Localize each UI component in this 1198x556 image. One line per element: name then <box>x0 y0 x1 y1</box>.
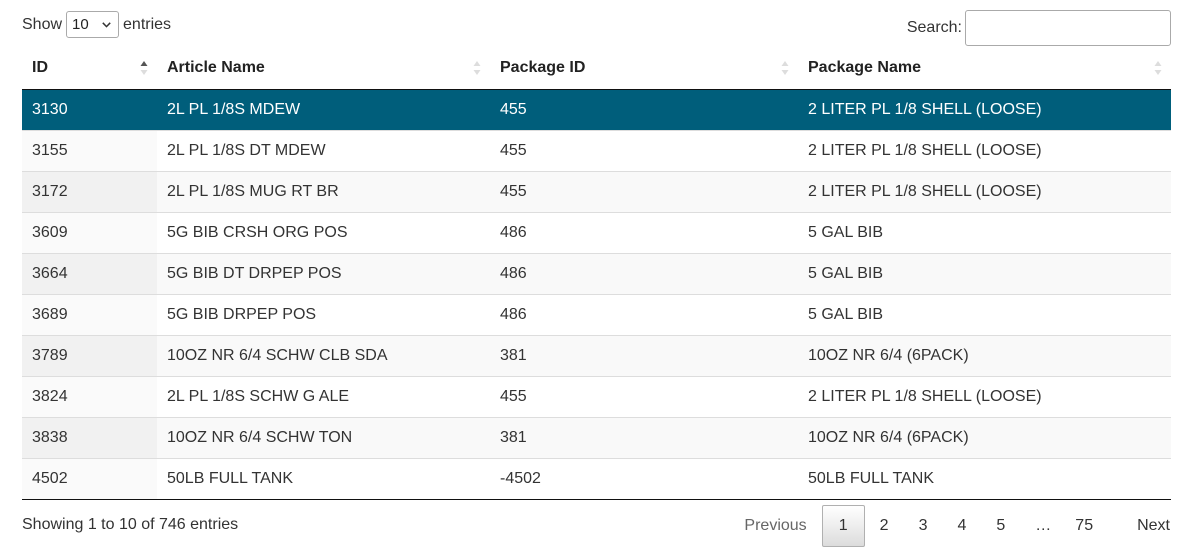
cell-article-name: 10OZ NR 6/4 SCHW TON <box>157 416 490 458</box>
column-header-label: Package ID <box>500 58 586 76</box>
pagination-page-last[interactable]: 75 <box>1075 517 1094 534</box>
column-header-label: Article Name <box>167 58 265 76</box>
cell-package-id: -4502 <box>490 457 798 500</box>
cell-id: 3609 <box>22 211 157 253</box>
cell-package-name: 5 GAL BIB <box>798 211 1171 253</box>
cell-package-name: 10OZ NR 6/4 (6PACK) <box>798 416 1171 458</box>
column-header-package-id[interactable]: Package ID <box>490 47 798 90</box>
cell-package-id: 381 <box>490 416 798 458</box>
chevron-down-icon <box>102 21 111 28</box>
cell-package-name: 2 LITER PL 1/8 SHELL (LOOSE) <box>798 170 1171 212</box>
column-header-label: ID <box>32 58 48 76</box>
cell-package-id: 455 <box>490 89 798 130</box>
pagination-page-4[interactable]: 4 <box>957 517 967 534</box>
pagination: Previous 1 2 3 4 5 … 75 Next <box>729 505 1171 547</box>
pagination-previous-button[interactable]: Previous <box>744 517 807 534</box>
column-header-label: Package Name <box>808 58 921 76</box>
cell-package-id: 455 <box>490 170 798 212</box>
table-row[interactable]: 3689 5G BIB DRPEP POS 486 5 GAL BIB <box>22 293 1171 335</box>
pagination-next-button[interactable]: Next <box>1137 517 1170 534</box>
pagination-ellipsis: … <box>1035 517 1052 534</box>
table-row[interactable]: 3172 2L PL 1/8S MUG RT BR 455 2 LITER PL… <box>22 170 1171 212</box>
table-row[interactable]: 4502 50LB FULL TANK -4502 50LB FULL TANK <box>22 457 1171 500</box>
search-control: Search: <box>907 10 1171 46</box>
show-label: Show <box>22 15 63 33</box>
articles-table: ID Article Name Package ID <box>22 47 1171 500</box>
cell-package-name: 2 LITER PL 1/8 SHELL (LOOSE) <box>798 375 1171 417</box>
pagination-page-2[interactable]: 2 <box>879 517 889 534</box>
table-row[interactable]: 3130 2L PL 1/8S MDEW 455 2 LITER PL 1/8 … <box>22 89 1171 130</box>
cell-package-id: 486 <box>490 252 798 294</box>
cell-id: 4502 <box>22 457 157 500</box>
cell-package-id: 455 <box>490 375 798 417</box>
sort-asc-icon <box>140 61 148 75</box>
cell-article-name: 2L PL 1/8S SCHW G ALE <box>157 375 490 417</box>
cell-package-name: 2 LITER PL 1/8 SHELL (LOOSE) <box>798 129 1171 171</box>
entries-select[interactable]: 10 <box>66 11 120 38</box>
column-header-package-name[interactable]: Package Name <box>798 47 1171 90</box>
table-row[interactable]: 3824 2L PL 1/8S SCHW G ALE 455 2 LITER P… <box>22 375 1171 417</box>
cell-id: 3172 <box>22 170 157 212</box>
cell-package-id: 486 <box>490 211 798 253</box>
cell-id: 3789 <box>22 334 157 376</box>
cell-package-name: 10OZ NR 6/4 (6PACK) <box>798 334 1171 376</box>
pagination-page-1[interactable]: 1 <box>821 505 865 547</box>
pagination-page-3[interactable]: 3 <box>918 517 928 534</box>
cell-package-id: 486 <box>490 293 798 335</box>
cell-article-name: 5G BIB CRSH ORG POS <box>157 211 490 253</box>
cell-id: 3689 <box>22 293 157 335</box>
cell-article-name: 2L PL 1/8S MUG RT BR <box>157 170 490 212</box>
cell-article-name: 5G BIB DRPEP POS <box>157 293 490 335</box>
entries-label: entries <box>123 15 172 33</box>
sort-both-icon <box>473 61 481 75</box>
cell-package-name: 5 GAL BIB <box>798 293 1171 335</box>
cell-id: 3824 <box>22 375 157 417</box>
cell-article-name: 2L PL 1/8S DT MDEW <box>157 129 490 171</box>
cell-package-id: 381 <box>490 334 798 376</box>
cell-id: 3664 <box>22 252 157 294</box>
cell-article-name: 5G BIB DT DRPEP POS <box>157 252 490 294</box>
search-label: Search: <box>906 19 962 36</box>
column-header-article-name[interactable]: Article Name <box>157 47 490 90</box>
cell-id: 3838 <box>22 416 157 458</box>
table-row[interactable]: 3609 5G BIB CRSH ORG POS 486 5 GAL BIB <box>22 211 1171 253</box>
sort-both-icon <box>1154 61 1162 75</box>
column-header-id[interactable]: ID <box>22 47 157 90</box>
table-row[interactable]: 3155 2L PL 1/8S DT MDEW 455 2 LITER PL 1… <box>22 129 1171 171</box>
entries-select-value: 10 <box>72 16 89 33</box>
entries-length-control: Show 10 entries <box>22 11 171 38</box>
search-input[interactable] <box>965 10 1171 46</box>
table-row[interactable]: 3838 10OZ NR 6/4 SCHW TON 381 10OZ NR 6/… <box>22 416 1171 458</box>
cell-package-name: 5 GAL BIB <box>798 252 1171 294</box>
cell-article-name: 10OZ NR 6/4 SCHW CLB SDA <box>157 334 490 376</box>
cell-article-name: 50LB FULL TANK <box>157 457 490 500</box>
table-info: Showing 1 to 10 of 746 entries <box>22 516 239 533</box>
cell-article-name: 2L PL 1/8S MDEW <box>157 89 490 130</box>
table-header-row: ID Article Name Package ID <box>22 47 1171 90</box>
cell-id: 3155 <box>22 129 157 171</box>
cell-package-id: 455 <box>490 129 798 171</box>
sort-both-icon <box>781 61 789 75</box>
cell-package-name: 2 LITER PL 1/8 SHELL (LOOSE) <box>798 89 1171 130</box>
table-row[interactable]: 3664 5G BIB DT DRPEP POS 486 5 GAL BIB <box>22 252 1171 294</box>
table-row[interactable]: 3789 10OZ NR 6/4 SCHW CLB SDA 381 10OZ N… <box>22 334 1171 376</box>
cell-package-name: 50LB FULL TANK <box>798 457 1171 500</box>
cell-id: 3130 <box>22 89 157 130</box>
pagination-page-5[interactable]: 5 <box>996 517 1006 534</box>
